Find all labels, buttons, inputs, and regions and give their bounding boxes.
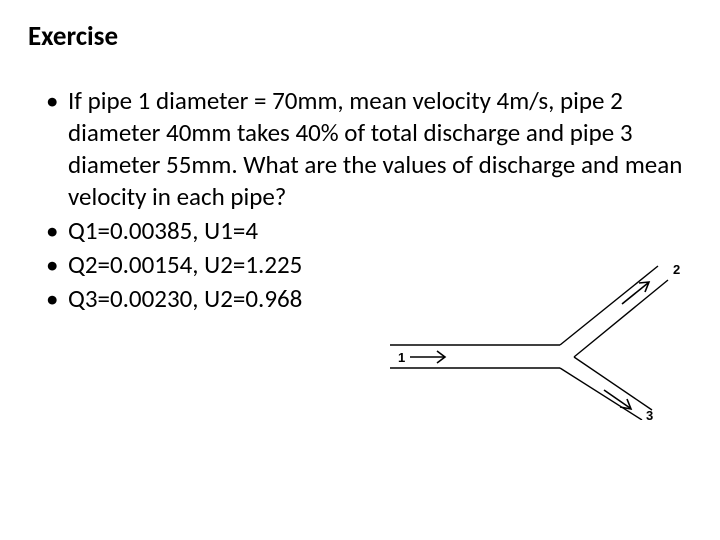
- arrow-pipe2: [622, 282, 649, 304]
- pipe-diagram: 1 2 3: [390, 250, 686, 420]
- answer-1: Q1=0.00385, U1=4: [46, 215, 692, 247]
- pipe-junction-svg: 1 2 3: [390, 250, 686, 420]
- question-text: If pipe 1 diameter = 70mm, mean velocity…: [46, 85, 692, 213]
- label-pipe2: 2: [673, 262, 680, 277]
- label-pipe1: 1: [398, 350, 405, 365]
- pipe2-upper-wall: [560, 266, 658, 345]
- pipe2-lower-wall: [574, 280, 668, 357]
- arrow-pipe1: [410, 351, 445, 363]
- label-pipe3: 3: [646, 408, 653, 420]
- page-title: Exercise: [28, 20, 692, 53]
